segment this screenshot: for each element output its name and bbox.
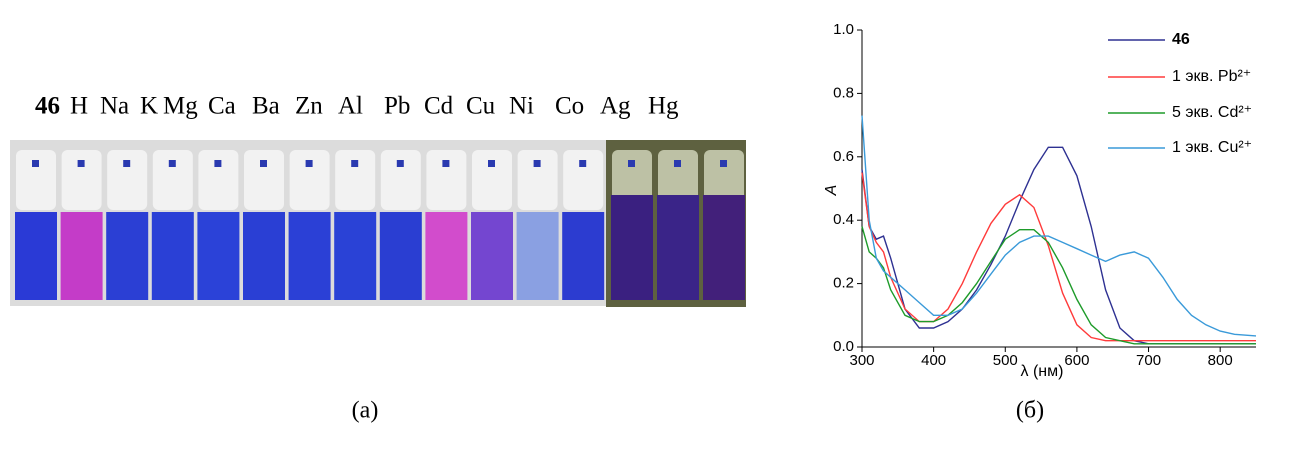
- vial-marker: [351, 160, 359, 167]
- vial-cap: [472, 150, 512, 210]
- caption: (а): [352, 398, 379, 424]
- metal-label: Ba: [252, 93, 280, 120]
- x-tick-label: 800: [1208, 352, 1233, 369]
- metal-label: Cu: [466, 93, 496, 120]
- vial-cap: [289, 150, 330, 210]
- x-axis-label: λ (нм): [1021, 363, 1064, 380]
- vial-marker: [32, 160, 39, 167]
- vial-cap: [152, 150, 193, 210]
- vial-marker: [214, 160, 222, 167]
- vial-cap: [380, 150, 421, 210]
- vial-cap: [107, 150, 148, 210]
- metal-label: 46: [35, 93, 60, 120]
- vial-liquid: [425, 212, 468, 300]
- legend-label: 1 экв. Pb²⁺: [1172, 68, 1251, 85]
- metal-label: Zn: [295, 93, 323, 120]
- series-line: [861, 146, 1256, 345]
- vial-liquid: [106, 212, 149, 300]
- series-line: [861, 226, 1256, 345]
- vial-liquid: [657, 195, 699, 300]
- metal-label: K: [140, 93, 158, 120]
- x-tick-label: 700: [1136, 352, 1161, 369]
- vial-cap: [244, 150, 284, 210]
- vial-liquid: [703, 195, 745, 300]
- vial-marker: [260, 160, 267, 167]
- x-tick-label: 600: [1064, 352, 1089, 369]
- metal-label: Ni: [509, 93, 534, 120]
- vial-marker: [396, 160, 404, 167]
- metal-label: Mg: [163, 93, 198, 120]
- vial-liquid: [60, 212, 103, 300]
- metal-label: Ag: [600, 93, 631, 120]
- vial-marker: [533, 160, 541, 167]
- x-tick-label: 500: [993, 352, 1018, 369]
- y-tick-label: 0.2: [833, 275, 854, 292]
- metal-label: Na: [100, 93, 129, 120]
- vial-marker: [442, 160, 450, 167]
- metal-label: Al: [338, 93, 363, 120]
- y-tick-label: 1.0: [833, 21, 854, 38]
- vial-cap: [517, 150, 558, 210]
- vial-liquid: [15, 212, 57, 300]
- vial-liquid: [288, 212, 331, 300]
- legend-label: 5 экв. Cd²⁺: [1172, 104, 1252, 121]
- vial-liquid: [611, 195, 653, 300]
- vials: [15, 150, 745, 300]
- vial-cap: [563, 150, 604, 210]
- vial-cap: [426, 150, 467, 210]
- vial-marker: [674, 160, 681, 167]
- vial-marker: [305, 160, 313, 167]
- y-tick-label: 0.4: [833, 211, 854, 228]
- vial-marker: [720, 160, 727, 167]
- y-tick-label: 0.8: [833, 84, 854, 101]
- vial-liquid: [516, 212, 559, 300]
- legend-label: 46: [1172, 31, 1190, 48]
- y-tick-label: 0.0: [833, 338, 854, 355]
- vial-marker: [579, 160, 587, 167]
- caption: (б): [1016, 398, 1044, 424]
- vial-marker: [123, 160, 131, 167]
- vial-liquid: [197, 212, 240, 300]
- vial-marker: [488, 160, 495, 167]
- vial-marker: [168, 160, 176, 167]
- metal-label: Hg: [648, 93, 679, 120]
- vial-liquid: [471, 212, 513, 300]
- x-tick-label: 400: [921, 352, 946, 369]
- vial-cap: [61, 150, 102, 210]
- vial-cap: [198, 150, 239, 210]
- y-axis-label: A: [823, 185, 840, 197]
- vial-cap: [335, 150, 376, 210]
- y-tick-label: 0.6: [833, 148, 854, 165]
- metal-label: Ca: [208, 93, 236, 120]
- metal-label: H: [70, 93, 88, 120]
- vial-marker: [77, 160, 85, 167]
- vial-liquid: [243, 212, 285, 300]
- vial-liquid: [379, 212, 422, 300]
- vial-liquid: [334, 212, 377, 300]
- vial-liquid: [562, 212, 605, 300]
- vial-marker: [628, 160, 635, 167]
- series-line: [861, 172, 1256, 342]
- x-tick-label: 300: [849, 352, 874, 369]
- metal-label: Pb: [384, 93, 410, 120]
- metal-label: Co: [555, 93, 584, 120]
- vial-liquid: [151, 212, 194, 300]
- metal-label: Cd: [424, 93, 454, 120]
- vial-cap: [16, 150, 56, 210]
- legend-label: 1 экв. Cu²⁺: [1172, 139, 1252, 156]
- series-line: [861, 115, 1257, 337]
